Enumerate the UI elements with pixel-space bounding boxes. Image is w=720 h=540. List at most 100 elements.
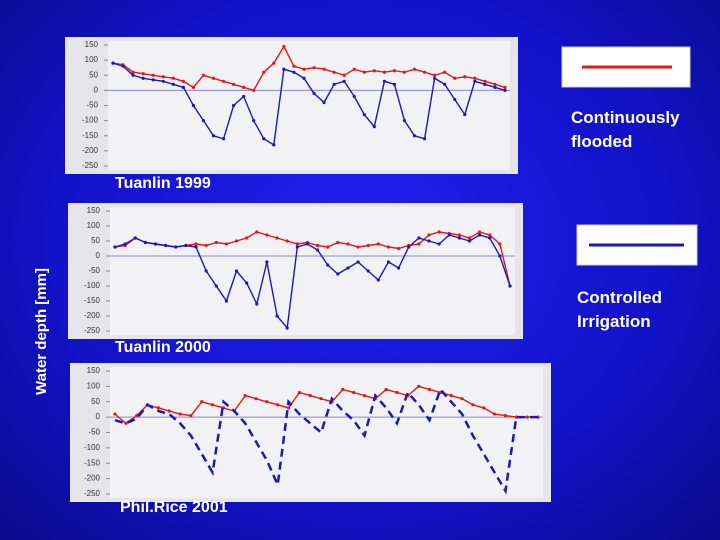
marker (204, 243, 208, 248)
marker (463, 75, 467, 79)
marker (488, 233, 492, 237)
marker (412, 134, 417, 138)
marker (460, 397, 464, 401)
marker (336, 240, 340, 245)
y-tick-label: -200 (84, 311, 101, 320)
marker (396, 266, 401, 270)
marker (482, 406, 486, 410)
marker (243, 394, 247, 398)
marker (319, 397, 323, 401)
marker (171, 76, 175, 80)
marker (362, 394, 367, 398)
marker (332, 70, 336, 74)
marker (312, 91, 316, 95)
marker (386, 245, 391, 249)
marker (322, 100, 326, 105)
marker (234, 239, 239, 243)
marker (366, 243, 370, 248)
legend-label: Controlled Irrigation (577, 288, 662, 331)
marker (315, 248, 320, 252)
marker (262, 70, 266, 74)
marker (191, 85, 196, 89)
y-tick-label: 0 (96, 251, 101, 260)
marker (488, 236, 492, 240)
series-line (114, 386, 538, 495)
marker (427, 239, 431, 243)
marker (326, 245, 330, 249)
marker (265, 260, 269, 264)
marker (503, 85, 507, 89)
marker (322, 67, 326, 71)
marker (181, 85, 185, 89)
y-tick-label: 150 (87, 366, 101, 375)
marker (184, 243, 188, 248)
marker (372, 69, 376, 73)
marker (336, 272, 340, 276)
marker (326, 263, 330, 267)
marker (161, 75, 165, 79)
marker (478, 233, 482, 237)
marker (457, 236, 461, 240)
marker (427, 387, 432, 392)
y-tick-label: -200 (84, 474, 101, 483)
marker (417, 384, 421, 388)
series-line (112, 62, 506, 146)
marker (362, 112, 366, 117)
marker (433, 76, 437, 80)
y-tick-label: 100 (85, 55, 99, 64)
marker (396, 246, 401, 251)
marker (143, 240, 147, 245)
marker (417, 236, 421, 240)
marker (164, 243, 168, 248)
y-tick-label: -150 (82, 131, 99, 140)
marker (224, 242, 229, 246)
marker (407, 245, 411, 249)
marker (356, 245, 360, 249)
marker (362, 70, 366, 74)
marker (200, 400, 204, 404)
marker (201, 73, 206, 77)
marker (392, 82, 397, 86)
y-tick-label: -250 (82, 161, 99, 170)
marker (153, 242, 158, 246)
marker (211, 403, 215, 407)
series-line (112, 45, 506, 92)
marker (286, 406, 291, 410)
marker (332, 82, 336, 86)
y-tick-label: 50 (89, 70, 98, 79)
marker (282, 44, 286, 49)
marker (384, 387, 388, 392)
marker (124, 421, 128, 425)
marker (113, 245, 117, 249)
y-tick-label: -100 (84, 281, 101, 290)
marker (443, 82, 447, 86)
marker (457, 233, 461, 237)
plot-area (110, 207, 515, 335)
marker (272, 143, 276, 147)
marker (498, 254, 502, 258)
marker (478, 230, 482, 234)
marker (151, 73, 155, 77)
marker (422, 137, 427, 141)
marker (483, 79, 487, 83)
y-tick-label: 150 (85, 40, 99, 49)
marker (395, 390, 399, 395)
marker (453, 76, 457, 80)
marker (372, 125, 376, 129)
marker (295, 245, 299, 249)
marker (342, 73, 346, 77)
marker (449, 394, 453, 398)
marker (285, 239, 289, 243)
marker (346, 266, 350, 270)
marker (417, 242, 421, 246)
marker (295, 242, 299, 246)
y-tick-label: -200 (82, 146, 99, 155)
y-tick-label: -100 (82, 116, 99, 125)
marker (265, 400, 269, 404)
marker (275, 314, 279, 318)
marker (503, 413, 508, 418)
marker (214, 240, 218, 245)
marker (433, 73, 437, 77)
marker (302, 76, 306, 80)
